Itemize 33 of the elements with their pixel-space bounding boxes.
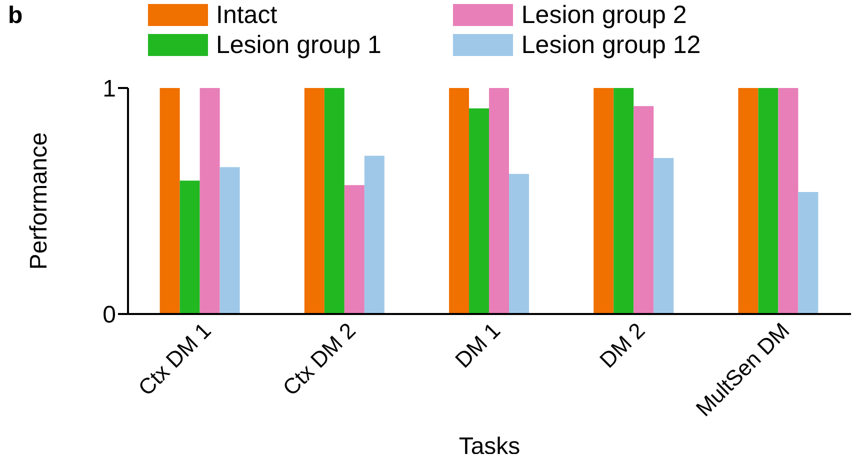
x-tick-label: Ctx DM 2	[278, 318, 360, 400]
legend-label: Lesion group 1	[216, 30, 382, 60]
legend-label: Intact	[216, 0, 278, 30]
bar	[304, 88, 324, 314]
bar	[654, 158, 674, 314]
bar	[220, 167, 240, 314]
x-axis-title: Tasks	[458, 433, 520, 460]
x-tick-label: DM 2	[594, 318, 650, 373]
bar	[364, 156, 384, 314]
bar	[758, 88, 778, 314]
bar	[489, 88, 510, 314]
bar	[160, 88, 180, 314]
bar	[634, 106, 654, 314]
bar	[180, 180, 200, 314]
bar	[509, 174, 530, 314]
bar	[738, 88, 758, 314]
bar	[798, 192, 818, 314]
y-tick-label: 0	[102, 302, 116, 329]
y-tick-label: 1	[102, 76, 116, 103]
bar	[344, 185, 364, 314]
y-axis-title: Performance	[26, 132, 53, 270]
x-tick-label: Ctx DM 1	[133, 318, 216, 400]
bar	[324, 88, 344, 314]
bar	[449, 88, 470, 314]
x-tick-label: DM 1	[450, 318, 506, 373]
text: b	[8, 2, 23, 30]
bar	[614, 88, 634, 314]
legend-label: Lesion group 12	[521, 30, 701, 60]
bar	[778, 88, 798, 314]
bar	[200, 88, 220, 314]
legend-label: Lesion group 2	[521, 0, 687, 30]
bar	[469, 108, 490, 314]
bar	[594, 88, 614, 314]
